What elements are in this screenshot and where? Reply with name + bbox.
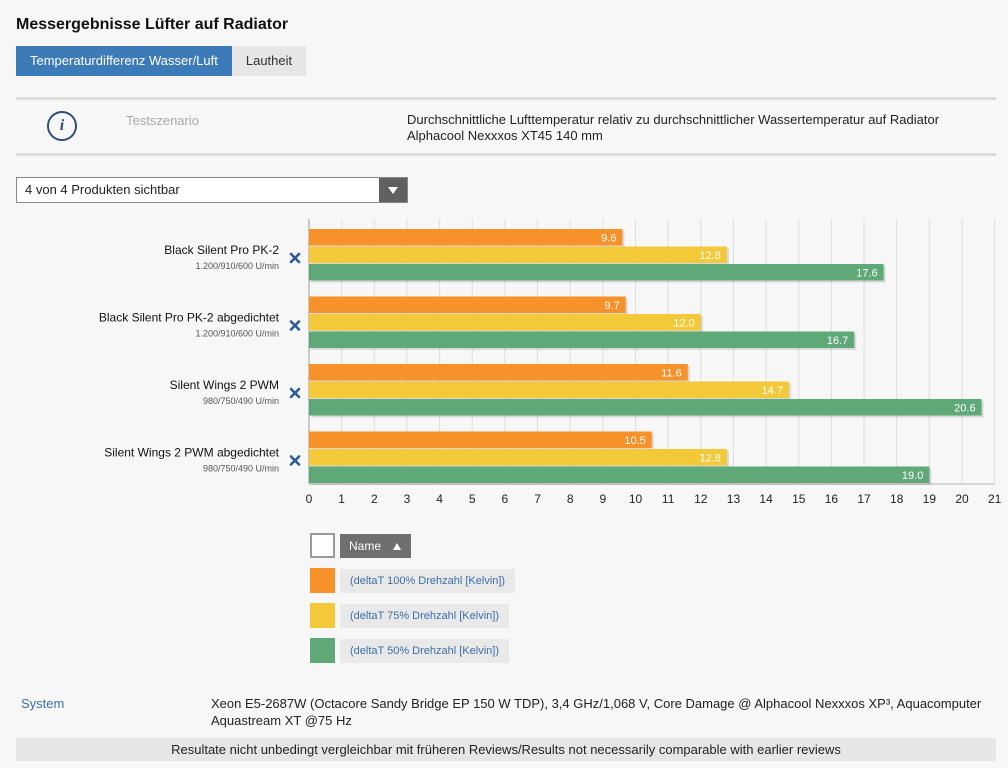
system-description: Xeon E5-2687W (Octacore Sandy Bridge EP … bbox=[211, 696, 982, 728]
legend-sort-label: Name bbox=[349, 539, 382, 553]
close-icon[interactable] bbox=[289, 455, 301, 466]
x-tick-label: 12 bbox=[694, 492, 708, 506]
scenario-description: Durchschnittliche Lufttemperatur relativ… bbox=[407, 112, 940, 143]
category-sublabel: 1.200/910/600 U/min bbox=[195, 261, 279, 271]
divider-bottom bbox=[16, 153, 996, 156]
bar bbox=[309, 364, 688, 381]
bar-chart: 0 1 2 3 4 5 6 7 8 9 10 11 12 13 14 15 16 17 18 19 20 21Black … bbox=[99, 219, 1002, 506]
category-label: Silent Wings 2 PWM abgedichtet bbox=[104, 446, 279, 460]
bar bbox=[309, 229, 623, 246]
product-filter-value: 4 von 4 Produkten sichtbar bbox=[25, 182, 180, 197]
category-label: Black Silent Pro PK-2 abgedichtet bbox=[99, 311, 280, 325]
bar-value-label: 16.7 bbox=[827, 335, 848, 347]
bar-value-label: 9.7 bbox=[604, 300, 619, 312]
bar bbox=[309, 246, 727, 263]
legend-item-50[interactable]: (deltaT 50% Drehzahl [Kelvin]) bbox=[340, 639, 509, 663]
divider-top bbox=[16, 97, 996, 100]
x-tick-label: 2 bbox=[371, 492, 378, 506]
bar-value-label: 12.8 bbox=[699, 250, 720, 262]
info-icon: i bbox=[47, 111, 77, 141]
x-tick-label: 6 bbox=[502, 492, 509, 506]
bar-value-label: 19.0 bbox=[902, 470, 923, 482]
bar-value-label: 12.0 bbox=[673, 318, 694, 330]
category-sublabel: 980/750/490 U/min bbox=[203, 464, 279, 474]
x-tick-label: 11 bbox=[662, 492, 675, 506]
legend-sort-button[interactable]: Name bbox=[340, 534, 411, 558]
bar-value-label: 9.6 bbox=[601, 233, 616, 245]
sort-asc-icon bbox=[393, 543, 401, 550]
page-title: Messergebnisse Lüfter auf Radiator bbox=[16, 16, 289, 33]
x-tick-label: 16 bbox=[825, 492, 839, 506]
legend-item-75[interactable]: (deltaT 75% Drehzahl [Kelvin]) bbox=[340, 604, 509, 628]
close-icon[interactable] bbox=[289, 320, 301, 331]
bar bbox=[309, 466, 930, 483]
close-icon[interactable] bbox=[289, 387, 301, 399]
x-tick-label: 9 bbox=[600, 492, 607, 506]
category-sublabel: 980/750/490 U/min bbox=[203, 396, 279, 406]
legend-select-all-checkbox[interactable] bbox=[310, 533, 335, 558]
bar-value-label: 20.6 bbox=[954, 403, 975, 415]
bar-value-label: 11.6 bbox=[661, 368, 682, 380]
tab-lautheit[interactable]: Lautheit bbox=[231, 46, 307, 76]
x-tick-label: 3 bbox=[404, 492, 411, 506]
bar-value-label: 14.7 bbox=[762, 385, 783, 397]
x-tick-label: 10 bbox=[629, 492, 643, 506]
x-tick-label: 7 bbox=[534, 492, 541, 506]
x-tick-label: 18 bbox=[890, 492, 904, 506]
bar bbox=[309, 431, 652, 448]
close-icon[interactable] bbox=[289, 252, 301, 264]
category-label: Black Silent Pro PK-2 bbox=[164, 243, 279, 257]
category-label: Silent Wings 2 PWM bbox=[170, 378, 279, 392]
tab-temperaturdifferenz[interactable]: Temperaturdifferenz Wasser/Luft bbox=[16, 46, 232, 76]
comparability-note: Resultate nicht unbedingt vergleichbar m… bbox=[16, 738, 996, 761]
legend-item-100[interactable]: (deltaT 100% Drehzahl [Kelvin]) bbox=[340, 569, 516, 593]
bar bbox=[309, 399, 982, 416]
bar bbox=[309, 449, 727, 466]
x-tick-label: 8 bbox=[567, 492, 574, 506]
category-sublabel: 1.200/910/600 U/min bbox=[195, 329, 279, 339]
product-filter-dropdown[interactable]: 4 von 4 Produkten sichtbar bbox=[16, 177, 408, 203]
bar-value-label: 17.6 bbox=[856, 268, 877, 280]
x-tick-label: 20 bbox=[955, 492, 969, 506]
chevron-down-icon[interactable] bbox=[379, 178, 407, 202]
x-tick-label: 13 bbox=[727, 492, 741, 506]
bar bbox=[309, 264, 884, 281]
x-tick-label: 19 bbox=[923, 492, 937, 506]
x-tick-label: 17 bbox=[857, 492, 871, 506]
x-tick-label: 5 bbox=[469, 492, 476, 506]
legend-swatch-50[interactable] bbox=[310, 638, 335, 663]
tab-bar: Temperaturdifferenz Wasser/Luft Lautheit bbox=[16, 46, 307, 76]
x-tick-label: 1 bbox=[338, 492, 345, 506]
x-tick-label: 21 bbox=[988, 492, 1002, 506]
scenario-label: Testszenario bbox=[126, 113, 199, 128]
bar bbox=[309, 331, 855, 348]
x-tick-label: 14 bbox=[759, 492, 773, 506]
x-tick-label: 4 bbox=[436, 492, 443, 506]
bar-value-label: 12.8 bbox=[699, 453, 720, 465]
bar bbox=[309, 296, 626, 313]
bar bbox=[309, 314, 701, 331]
legend-swatch-75[interactable] bbox=[310, 603, 335, 628]
system-label: System bbox=[21, 696, 65, 711]
x-tick-label: 0 bbox=[306, 492, 313, 506]
bar-value-label: 10.5 bbox=[624, 435, 645, 447]
x-tick-label: 15 bbox=[792, 492, 806, 506]
bar bbox=[309, 381, 789, 398]
legend-swatch-100[interactable] bbox=[310, 568, 335, 593]
